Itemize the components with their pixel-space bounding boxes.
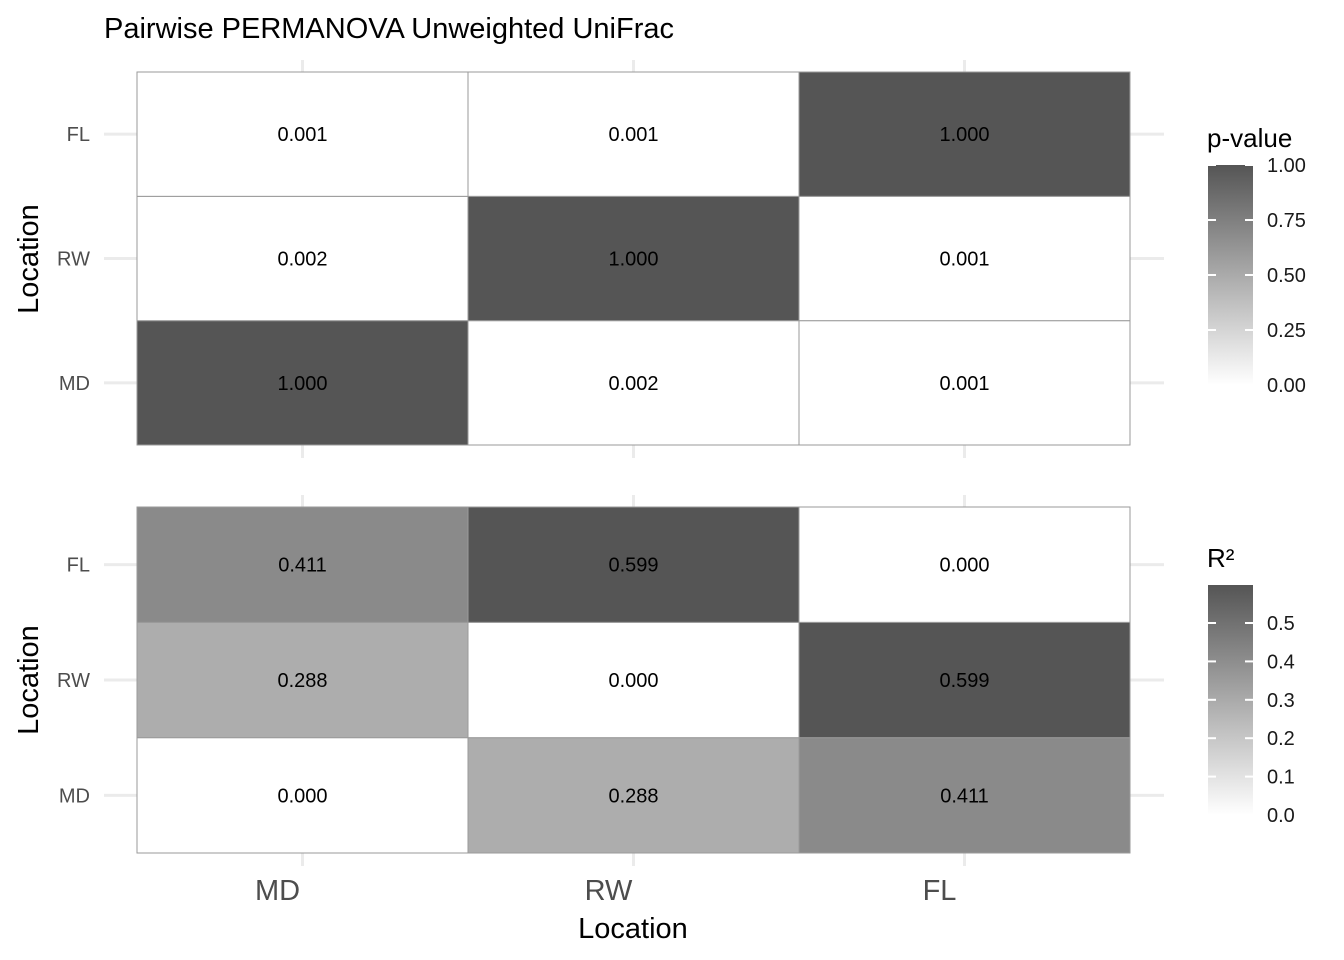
pvalue-legend: p-value 0.00 0.25 0.50 0.75 1.00	[1207, 123, 1306, 397]
r2-legend: R² 0.0 0.1 0.2 0.3 0.4 0.5	[1207, 543, 1295, 827]
x-tick-label: FL	[923, 875, 957, 907]
legend-tick-label: 0.5	[1267, 613, 1295, 635]
pvalue-y-axis-title: Location	[13, 204, 45, 314]
cell-value-label: 1.000	[939, 124, 989, 146]
r2-legend-title: R²	[1207, 543, 1235, 573]
heatmap-cell	[798, 506, 1131, 623]
pvalue-y-ticks: MD RW FL	[57, 124, 90, 395]
legend-tick-label: 0.00	[1267, 375, 1306, 397]
y-tick-label: RW	[57, 670, 90, 692]
cell-value-label: 0.001	[939, 249, 989, 271]
cell-value-label: 0.000	[608, 670, 658, 692]
x-axis-title: Location	[578, 913, 688, 945]
heatmap-cell	[798, 621, 1131, 739]
heatmap-cell	[467, 506, 800, 623]
x-tick-label: RW	[585, 875, 633, 907]
heatmap-cell	[798, 737, 1131, 854]
cell-value-label: 0.599	[939, 670, 989, 692]
legend-tick-label: 0.4	[1267, 651, 1295, 673]
pvalue-legend-title: p-value	[1207, 123, 1292, 153]
pvalue-cells: 1.000 0.002 0.001 0.002 1.000 0.001 0.001 0.001…	[136, 71, 1131, 446]
chart-title: Pairwise PERMANOVA Unweighted UniFrac	[104, 13, 674, 45]
heatmap-cell	[798, 195, 1131, 322]
cell-value-label: 0.000	[277, 785, 327, 807]
legend-tick-label: 1.00	[1267, 155, 1306, 177]
heatmap-cell	[136, 71, 469, 197]
heatmap-cell	[467, 737, 800, 854]
cell-value-label: 0.599	[608, 555, 658, 577]
legend-tick-label: 0.3	[1267, 690, 1295, 712]
cell-value-label: 0.288	[608, 785, 658, 807]
cell-value-label: 0.001	[939, 373, 989, 395]
heatmap-cell	[136, 621, 469, 739]
x-axis-ticks: MD RW FL	[255, 875, 956, 907]
cell-value-label: 0.411	[940, 785, 989, 807]
heatmap-cell	[798, 71, 1131, 197]
heatmap-cell	[467, 71, 800, 197]
heatmap-cell	[136, 737, 469, 854]
heatmap-cell	[798, 320, 1131, 446]
heatmap-cell	[467, 621, 800, 739]
cell-value-label: 0.000	[939, 555, 989, 577]
legend-tick-label: 0.50	[1267, 265, 1306, 287]
cell-value-label: 1.000	[277, 373, 327, 395]
r2-y-axis-title: Location	[13, 625, 45, 735]
cell-value-label: 0.001	[277, 124, 327, 146]
r2-cells: 0.000 0.288 0.411 0.288 0.000 0.599 0.411 0.599…	[136, 506, 1131, 854]
cell-value-label: 1.000	[608, 249, 658, 271]
cell-value-label: 0.002	[277, 249, 327, 271]
legend-tick-label: 0.0	[1267, 805, 1295, 827]
y-tick-label: FL	[67, 555, 90, 577]
r2-panel: 0.000 0.288 0.411 0.288 0.000 0.599 0.411 0.599…	[13, 495, 1295, 866]
cell-value-label: 0.411	[278, 555, 327, 577]
y-tick-label: MD	[59, 785, 90, 807]
legend-tick-label: 0.25	[1267, 320, 1306, 342]
x-tick-label: MD	[255, 875, 300, 907]
heatmap-cell	[136, 506, 469, 623]
y-tick-label: FL	[67, 124, 90, 146]
cell-value-label: 0.288	[277, 670, 327, 692]
legend-tick-label: 0.2	[1267, 728, 1295, 750]
y-tick-label: RW	[57, 249, 90, 271]
cell-value-label: 0.002	[608, 373, 658, 395]
heatmap-cell	[467, 195, 800, 322]
legend-tick-label: 0.75	[1267, 210, 1306, 232]
y-tick-label: MD	[59, 373, 90, 395]
legend-tick-label: 0.1	[1267, 767, 1295, 789]
r2-y-ticks: MD RW FL	[57, 555, 90, 808]
heatmap-cell	[136, 320, 469, 446]
cell-value-label: 0.001	[608, 124, 658, 146]
